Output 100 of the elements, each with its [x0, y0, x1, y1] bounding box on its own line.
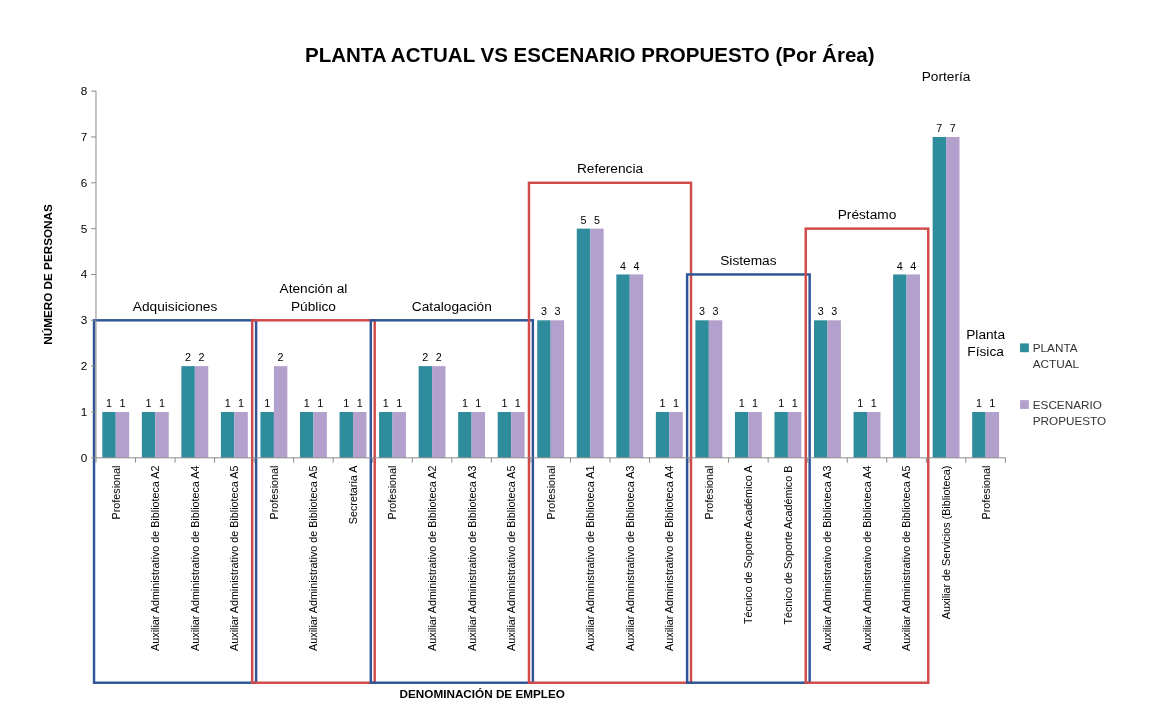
y-tick-label: 0: [80, 450, 88, 464]
data-label: 2: [435, 351, 442, 364]
y-tick-label: 7: [80, 129, 88, 143]
bar: [695, 320, 709, 458]
y-tick-label: 8: [80, 84, 88, 98]
y-tick-label: 2: [80, 359, 88, 373]
y-axis-title: NÚMERO DE PERSONAS: [40, 203, 54, 345]
data-label: 7: [949, 122, 956, 135]
annotation: Atención al Público: [279, 280, 348, 314]
data-label: 1: [475, 397, 482, 410]
bar: [102, 411, 116, 458]
x-tick-label: Auxiliar Administrativo de Biblioteca A5: [900, 465, 913, 651]
bar: [576, 228, 591, 458]
bar: [220, 411, 235, 458]
data-label: 1: [317, 397, 324, 410]
data-label: 3: [817, 305, 824, 318]
data-label: 1: [857, 397, 864, 410]
annotation: Planta Física: [966, 326, 1006, 360]
x-tick-label: Auxiliar Administrativo de Biblioteca A3: [465, 465, 478, 651]
bar: [590, 228, 604, 458]
y-tick-label: 6: [80, 175, 88, 189]
y-tick-label: 1: [80, 404, 88, 418]
data-label: 1: [752, 397, 759, 410]
bar: [432, 366, 446, 458]
annotation: Adquisiciones: [132, 298, 218, 314]
x-tick-label: Auxiliar Administrativo de Biblioteca A4: [860, 465, 873, 651]
data-label: 1: [501, 397, 508, 410]
bar: [511, 411, 525, 458]
data-label: 1: [238, 397, 245, 410]
data-label: 4: [620, 259, 627, 272]
annotation: Préstamo: [837, 206, 897, 222]
x-tick-label: Auxiliar Administrativo de Biblioteca A5: [228, 465, 241, 651]
data-label: 5: [580, 213, 587, 226]
x-tick-label: Auxiliar Administrativo de Biblioteca A2: [425, 465, 438, 651]
x-tick-label: Profesional: [267, 465, 280, 520]
bar: [906, 274, 920, 458]
x-tick-label: Profesional: [386, 465, 399, 520]
data-label: 2: [185, 351, 192, 364]
annotation: Sistemas: [720, 252, 777, 268]
bar: [181, 366, 195, 458]
bar: [141, 411, 156, 458]
legend-label: PLANTA ACTUAL: [1032, 341, 1080, 370]
legend-label: ESCENARIO PROPUESTO: [1032, 397, 1107, 427]
bar: [392, 411, 406, 458]
x-tick-label: Auxiliar Administrativo de Biblioteca A4: [663, 465, 676, 651]
x-tick-label: Auxiliar Administrativo de Biblioteca A5: [505, 465, 518, 651]
x-tick-label: Auxiliar Administrativo de Biblioteca A4: [188, 465, 201, 651]
bar: [972, 411, 986, 458]
x-tick-label: Auxiliar Administrativo de Biblioteca A3: [821, 465, 834, 651]
x-tick-label: Profesional: [544, 465, 557, 520]
data-label: 1: [791, 397, 798, 410]
bar: [708, 320, 723, 458]
data-label: 3: [540, 305, 547, 318]
x-tick-label: Auxiliar Administrativo de Biblioteca A1: [584, 465, 597, 651]
data-label: 1: [659, 397, 666, 410]
bar: [616, 274, 630, 458]
bar: [313, 411, 327, 458]
bar: [458, 411, 472, 458]
bar: [814, 320, 828, 458]
bar: [497, 411, 512, 458]
x-tick-label: Técnico de Soporte Académico A: [742, 464, 755, 624]
x-tick-label: Profesional: [979, 465, 992, 520]
data-label: 4: [910, 259, 917, 272]
bar: [787, 411, 802, 458]
bar: [300, 411, 314, 458]
annotation: Catalogación: [411, 298, 492, 314]
x-tick-label: Profesional: [702, 465, 715, 520]
data-label: 1: [514, 397, 521, 410]
x-tick-label: Técnico de Soporte Académico B: [781, 465, 794, 625]
bar: [985, 411, 1000, 458]
data-label: 1: [989, 397, 996, 410]
bar: [748, 411, 762, 458]
data-label: 7: [936, 122, 943, 135]
bar: [893, 274, 907, 458]
data-label: 3: [831, 305, 838, 318]
bar: [655, 411, 670, 458]
x-axis-title: DENOMINACIÓN DE EMPLEO: [399, 687, 565, 701]
text: Portería: [921, 69, 971, 85]
data-label: 1: [461, 397, 468, 410]
bar: [418, 366, 433, 458]
y-tick-label: 3: [80, 313, 88, 327]
data-label: 4: [896, 259, 903, 272]
data-label: 1: [159, 397, 166, 410]
bar: [471, 411, 486, 458]
bar: [853, 411, 868, 458]
bar: [774, 411, 788, 458]
data-label: 1: [303, 397, 310, 410]
data-label: 1: [224, 397, 231, 410]
bar: [352, 411, 367, 458]
data-label: 1: [382, 397, 389, 410]
x-tick-label: Profesional: [109, 465, 122, 520]
data-label: 1: [145, 397, 152, 410]
data-label: 1: [738, 397, 745, 410]
chart-title: PLANTA ACTUAL VS ESCENARIO PROPUESTO (Por Área): [305, 42, 875, 66]
bar: [629, 274, 644, 458]
data-label: 2: [422, 351, 429, 364]
x-tick-label: Auxiliar Administrativo de Biblioteca A5: [307, 465, 320, 651]
bar: [260, 411, 274, 458]
bar: [550, 320, 565, 458]
bar: [115, 411, 130, 458]
